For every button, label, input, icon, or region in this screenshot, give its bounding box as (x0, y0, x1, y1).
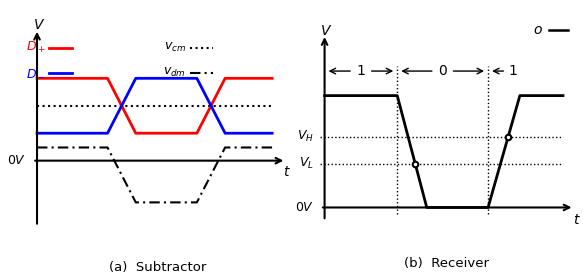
Text: $0V$: $0V$ (295, 201, 315, 214)
Text: 1: 1 (509, 64, 517, 78)
Text: (a)  Subtractor: (a) Subtractor (109, 261, 207, 274)
Text: 0: 0 (438, 64, 447, 78)
Text: $0V$: $0V$ (7, 154, 26, 167)
Text: 1: 1 (356, 64, 365, 78)
Text: $V_H$: $V_H$ (298, 129, 315, 144)
Text: $o$: $o$ (533, 23, 543, 37)
Text: $t$: $t$ (283, 165, 291, 179)
Text: $V_L$: $V_L$ (299, 156, 315, 171)
Text: $D_+$: $D_+$ (25, 40, 45, 55)
Text: $D_-$: $D_-$ (25, 66, 45, 79)
Text: $v_{cm}$: $v_{cm}$ (164, 41, 186, 54)
Text: $t$: $t$ (573, 213, 580, 227)
Text: $V$: $V$ (33, 18, 45, 32)
Text: (b)  Receiver: (b) Receiver (403, 257, 489, 270)
Text: $V$: $V$ (320, 24, 333, 38)
Text: $v_{dm}$: $v_{dm}$ (163, 66, 186, 79)
